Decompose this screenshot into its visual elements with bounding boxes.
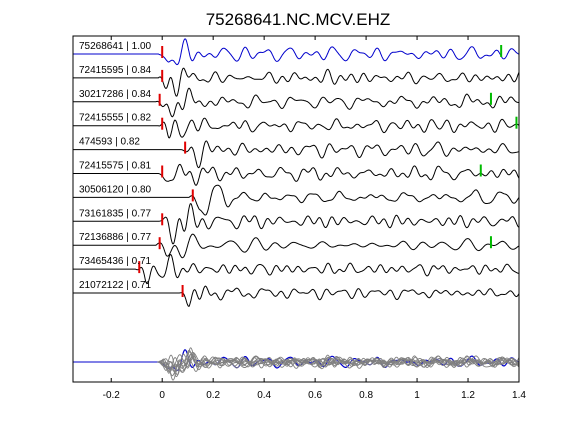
trace-label: 30217286 | 0.84 — [79, 89, 152, 100]
trace-label: 72415555 | 0.82 — [79, 113, 152, 124]
trace-label: 75268641 | 1.00 — [79, 41, 152, 52]
trace-label: 73465436 | 0.71 — [79, 256, 152, 267]
x-tick-label: 0.6 — [308, 390, 322, 401]
trace-line — [73, 184, 520, 216]
x-axis: -0.2 0 0.2 0.4 0.6 0.8 1 1.2 1.4 — [103, 36, 526, 401]
x-tick-label: 1.2 — [461, 390, 475, 401]
overlay-trace-line — [157, 352, 519, 376]
trace-label: 30506120 | 0.80 — [79, 184, 152, 195]
trace-label: 72136886 | 0.77 — [79, 232, 152, 243]
overlay-trace-line — [157, 355, 520, 374]
trace-labels: 75268641 | 1.00 72415595 | 0.84 30217286 |… — [79, 41, 152, 291]
phase-picks — [138, 45, 518, 297]
trace-label: 72415595 | 0.84 — [79, 65, 152, 76]
trace-line — [73, 285, 520, 308]
x-tick-label: 1.4 — [512, 390, 526, 401]
trace-line — [73, 233, 520, 259]
x-tick-label: 0.8 — [359, 390, 373, 401]
trace-line — [73, 67, 520, 97]
x-tick-label: 0.2 — [206, 390, 220, 401]
trace-label: 72415575 | 0.81 — [79, 161, 152, 172]
x-tick-label: 1 — [414, 390, 420, 401]
trace-line — [73, 117, 520, 139]
trace-label: 21072122 | 0.71 — [79, 280, 152, 291]
trace-line — [73, 87, 520, 118]
plot-frame — [72, 35, 520, 383]
x-tick-label: -0.2 — [103, 390, 121, 401]
overlay-trace-line — [157, 347, 520, 381]
chart-title: 75268641.NC.MCV.EHZ — [206, 10, 391, 29]
trace-label: 474593 | 0.82 — [79, 137, 140, 148]
trace-stack — [73, 38, 520, 308]
stacked-overlay — [73, 347, 520, 381]
trace-line — [73, 140, 520, 169]
x-tick-label: 0.4 — [257, 390, 271, 401]
trace-line — [73, 253, 520, 285]
trace-line — [73, 202, 520, 245]
x-tick-label: 0 — [159, 390, 165, 401]
trace-label: 73161835 | 0.77 — [79, 208, 152, 219]
trace-line — [73, 38, 520, 66]
trace-line — [73, 163, 520, 186]
